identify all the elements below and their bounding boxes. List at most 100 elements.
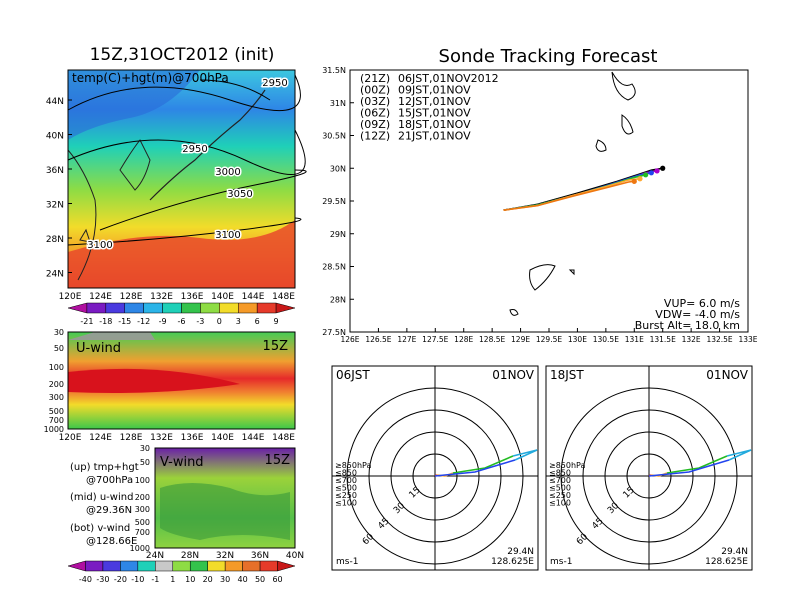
lat-tick-label: 40N: [46, 132, 64, 142]
track-lon-label: 126.5E: [365, 335, 391, 344]
track-lat-label: 29N: [330, 230, 346, 239]
island-shape: [529, 264, 556, 291]
v-wind-time: 15Z: [265, 453, 291, 468]
track-lat-label: 28N: [330, 295, 346, 304]
colorbar-swatch: [275, 302, 296, 314]
u-wind-label: U-wind: [76, 341, 121, 356]
legend-line: (up) tmp+hgt: [70, 462, 139, 473]
track-lon-label: 130E: [568, 335, 587, 344]
u-xtick-label: 148E: [272, 433, 295, 443]
track-lat-label: 31N: [330, 99, 346, 108]
lon-tick-label: 136E: [181, 292, 204, 302]
polar-level-label: ≤100: [549, 499, 571, 508]
colorbar-label: -6: [178, 317, 186, 326]
track-endpoint: [648, 170, 654, 176]
island-shape: [509, 309, 519, 316]
polar-level-label: ≤500: [549, 484, 571, 493]
contour-label: 2950: [262, 78, 287, 89]
v-xtick-label: 32N: [216, 551, 234, 561]
track-lon-label: 127.5E: [422, 335, 448, 344]
legend-code: (09Z): [360, 118, 390, 131]
track-lon-label: 126E: [340, 335, 359, 344]
track-lon-label: 130.5E: [593, 335, 619, 344]
track-lat-label: 27.5N: [322, 328, 346, 337]
temp-colorbar: -21 -18 -15 -12 -9 -6 -3 0 3 6 9: [67, 302, 296, 326]
colorbar-label: -3: [196, 317, 204, 326]
lon-tick-label: 124E: [89, 292, 112, 302]
track-lat-label: 31.5N: [322, 66, 346, 75]
u-xtick-label: 124E: [89, 433, 112, 443]
colorbar-swatch: [256, 302, 277, 314]
contour-label: 3100: [215, 230, 240, 241]
colorbar-label: -10: [131, 575, 144, 584]
colorbar-label: 9: [274, 317, 279, 326]
colorbar-swatch: [207, 560, 226, 572]
colorbar-swatch: [143, 302, 163, 314]
colorbar-swatch: [137, 560, 156, 572]
polar-level-label: ≤500: [335, 484, 357, 493]
track-endpoint: [637, 176, 643, 182]
v-ytick-label: 300: [135, 505, 150, 514]
contour-label: 3050: [227, 189, 252, 200]
colorbar-swatch: [85, 560, 104, 572]
colorbar-swatch: [162, 302, 182, 314]
colorbar-swatch: [277, 560, 296, 572]
track-lon-label: 132E: [682, 335, 701, 344]
colorbar-swatch: [189, 560, 208, 572]
colorbar-label: 1: [170, 575, 175, 584]
colorbar-swatch: [172, 560, 191, 572]
colorbar-swatch: [105, 302, 125, 314]
colorbar-swatch: [238, 302, 258, 314]
polar-date: 01NOV: [492, 368, 534, 382]
track-lon-label: 128E: [454, 335, 473, 344]
track-endpoint: [643, 172, 649, 178]
track-lon-label: 128.5E: [479, 335, 505, 344]
u-xtick-label: 120E: [59, 433, 82, 443]
coastline-taiwan: [79, 228, 91, 243]
polar-time: 18JST: [550, 368, 584, 382]
legend-time: 21JST,01NOV: [398, 130, 471, 143]
u-ytick-label: 30: [54, 328, 64, 337]
track-endpoint: [660, 165, 666, 171]
colorbar-swatch: [181, 302, 201, 314]
coastline-china: [67, 149, 97, 281]
track-lon-label: 133E: [738, 335, 757, 344]
v-xtick-label: 40N: [286, 551, 304, 561]
lon-tick-label: 148E: [272, 292, 295, 302]
v-ytick-label: 500: [135, 518, 150, 527]
track-lat-label: 29.5N: [322, 197, 346, 206]
u-ytick-label: 1000: [44, 425, 64, 434]
param-burst: Burst Alt= 18.0 km: [635, 319, 740, 332]
contour-label: 3000: [215, 167, 240, 178]
u-ytick-label: 300: [49, 393, 64, 402]
polar-level-label: ≤700: [549, 476, 571, 485]
colorbar-label: 6: [255, 317, 260, 326]
colorbar-label: -1: [151, 575, 159, 584]
v-ytick-label: 100: [135, 476, 150, 485]
contour-label: 2950: [182, 144, 207, 155]
colorbar-swatch: [86, 302, 107, 314]
wind-colorbar: -40 -30 -20 -10 -1 1 10 20 30 40 50 60: [67, 560, 296, 584]
track-lon-label: 127E: [397, 335, 416, 344]
track-lon-label: 129E: [511, 335, 530, 344]
param-vdw: VDW= -4.0 m/s: [655, 308, 740, 321]
legend-code: (03Z): [360, 95, 390, 108]
polar-level-label: ≤250: [335, 491, 357, 500]
polar-unit: ms-1: [336, 557, 358, 567]
polar-level-label: ≤850: [335, 469, 357, 478]
legend-time: 15JST,01NOV: [398, 107, 471, 120]
v-xtick-label: 36N: [251, 551, 269, 561]
colorbar-label: 0: [217, 317, 222, 326]
colorbar-label: -40: [79, 575, 92, 584]
polar-level-label: ≤100: [335, 499, 357, 508]
coastline-korea: [119, 139, 151, 191]
u-xtick-label: 132E: [150, 433, 173, 443]
u-ytick-label: 200: [49, 380, 64, 389]
polar-time: 06JST: [336, 368, 370, 382]
lat-tick-label: 28N: [46, 235, 64, 245]
track-panel: 31.5N 31N 30.5N 30N 29.5N 29N 28.5N 28N 27.5N 12…: [322, 66, 758, 344]
colorbar-label: -15: [118, 317, 131, 326]
